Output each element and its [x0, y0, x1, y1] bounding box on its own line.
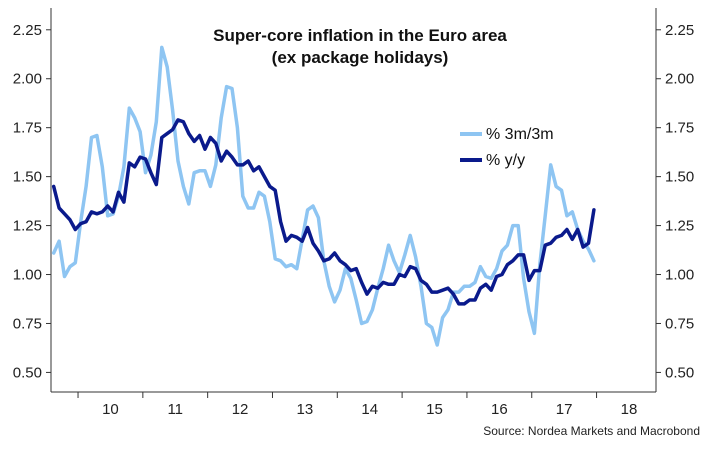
y-tick-label-right: 0.75 [665, 315, 694, 332]
x-tick-label: 16 [491, 401, 508, 418]
legend-label-3m3m: % 3m/3m [486, 126, 554, 143]
source-note: Source: Nordea Markets and Macrobond [483, 424, 700, 438]
y-tick-label-left: 2.25 [13, 22, 42, 39]
y-tick-label-right: 1.50 [665, 169, 694, 186]
legend-label-yy: % y/y [486, 152, 525, 169]
y-tick-label-right: 1.25 [665, 218, 694, 235]
chart-subtitle: (ex package holidays) [272, 48, 449, 67]
x-tick-label: 17 [556, 401, 573, 418]
y-tick-label-right: 2.25 [665, 22, 694, 39]
y-tick-label-right: 1.00 [665, 267, 694, 284]
series-line-yy [51, 118, 596, 306]
y-tick-label-left: 1.50 [13, 169, 42, 186]
y-tick-label-right: 1.75 [665, 120, 694, 137]
y-tick-label-right: 2.00 [665, 71, 694, 88]
y-tick-label-left: 2.00 [13, 71, 42, 88]
series-line-3m3m [51, 45, 596, 347]
y-tick-label-left: 0.50 [13, 364, 42, 381]
x-tick-label: 10 [102, 401, 119, 418]
chart-title: Super-core inflation in the Euro area [213, 26, 507, 45]
x-tick-label: 14 [361, 401, 378, 418]
x-tick-label: 18 [621, 401, 638, 418]
x-tick-label: 11 [167, 401, 183, 418]
x-tick-label: 15 [426, 401, 443, 418]
y-tick-label-left: 1.00 [13, 267, 42, 284]
y-tick-label-left: 1.25 [13, 218, 42, 235]
x-tick-label: 13 [297, 401, 314, 418]
x-tick-label: 12 [232, 401, 249, 418]
y-tick-label-left: 0.75 [13, 315, 42, 332]
y-tick-label-left: 1.75 [13, 120, 42, 137]
y-tick-label-right: 0.50 [665, 364, 694, 381]
